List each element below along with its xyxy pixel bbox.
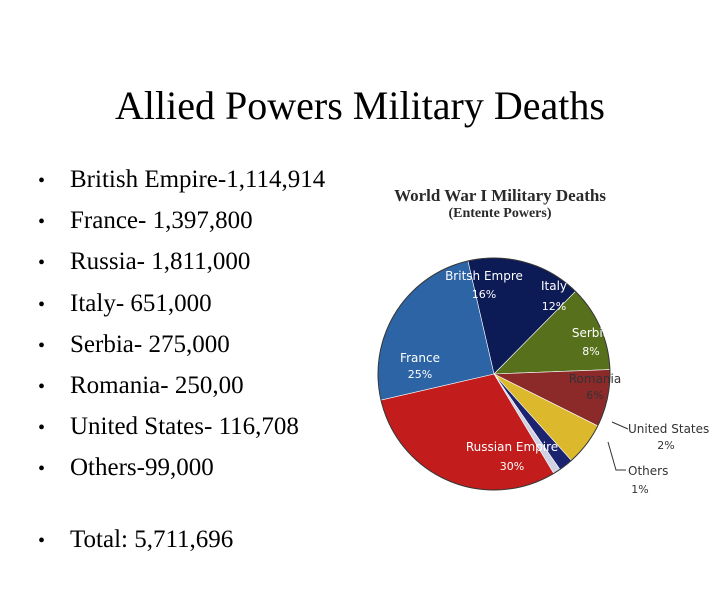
slice-percent-italy: 12% [542, 300, 566, 313]
leader-line-others [607, 441, 626, 471]
bullet-glyph: • [38, 293, 46, 316]
pie-outline [377, 257, 611, 491]
bullet-item: • British Empire-1,114,914 [38, 160, 325, 201]
pie-chart: World War I Military Deaths (Entente Pow… [360, 180, 720, 510]
slice-percent-russian-empire: 30% [500, 460, 524, 473]
leader-line-united-states [611, 421, 629, 430]
bullet-text: British Empire-1,114,914 [70, 166, 326, 193]
slide-title: Allied Powers Military Deaths [115, 83, 605, 128]
slice-label-united-states: United States [628, 422, 709, 436]
slice-percent-serbia: 8% [582, 345, 599, 358]
bullet-glyph: • [38, 376, 46, 399]
bullet-item: • Russia- 1,811,000 [38, 242, 325, 283]
bullet-text: Others-99,000 [70, 454, 214, 482]
total-line: • Total: 5,711,696 [38, 526, 233, 554]
bullet-list: • British Empire-1,114,914 • France- 1,397… [38, 160, 325, 490]
slice-label-russian-empire: Russian Empire [466, 440, 558, 454]
bullet-text: France- 1,397,800 [70, 207, 253, 235]
bullet-text: United States- 116,708 [70, 413, 299, 441]
slice-label-serbia: Serbia [572, 326, 610, 340]
bullet-glyph: • [38, 417, 46, 440]
slice-percent-others: 1% [631, 483, 648, 496]
slice-label-romania: Romania [569, 372, 621, 386]
slice-percent-britsh-empre: 16% [472, 288, 496, 301]
total-text: Total: 5,711,696 [70, 526, 234, 553]
slice-percent-france: 25% [408, 368, 432, 381]
slice-label-britsh-empre: Britsh Empre [445, 269, 523, 283]
bullet-glyph: • [38, 211, 46, 234]
bullet-item: • Italy- 651,000 [38, 284, 325, 325]
bullet-glyph: • [38, 252, 46, 275]
slice-label-others: Others [628, 464, 668, 478]
bullet-glyph: • [38, 170, 46, 192]
slice-label-italy: Italy [541, 279, 567, 293]
slice-percent-romania: 6% [586, 389, 603, 402]
chart-subtitle: (Entente Powers) [448, 206, 552, 221]
bullet-text: Romania- 250,00 [70, 372, 244, 400]
bullet-glyph: • [38, 530, 46, 552]
bullet-text: Italy- 651,000 [70, 289, 212, 317]
pie-svg: Britsh Empre 16% Italy 12% Serbia 8% Romania 6%… [377, 257, 709, 496]
bullet-glyph: • [38, 334, 46, 357]
slice-percent-united-states: 2% [657, 439, 674, 452]
bullet-item: • United States- 116,708 [38, 407, 325, 448]
chart-title: World War I Military Deaths [394, 186, 606, 205]
bullet-text: Russia- 1,811,000 [70, 248, 251, 276]
bullet-item: • Others-99,000 [38, 448, 325, 489]
slice-label-france: France [400, 351, 440, 365]
bullet-item: • France- 1,397,800 [38, 201, 325, 242]
bullet-glyph: • [38, 458, 46, 481]
bullet-text: Serbia- 275,000 [70, 330, 230, 358]
bullet-item: • Romania- 250,00 [38, 366, 325, 407]
bullet-item: • Serbia- 275,000 [38, 325, 325, 366]
